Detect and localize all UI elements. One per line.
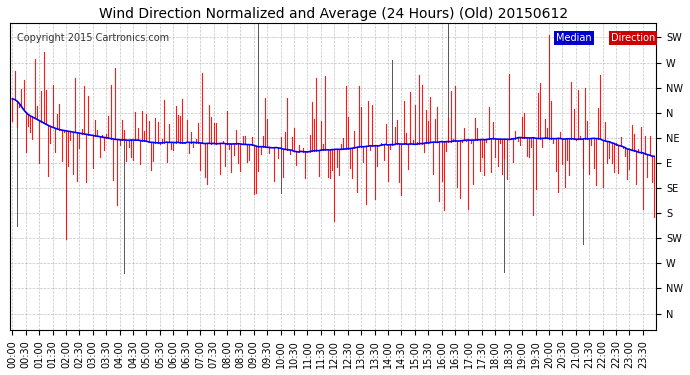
Text: Median: Median [556, 33, 592, 43]
Text: Copyright 2015 Cartronics.com: Copyright 2015 Cartronics.com [17, 33, 168, 43]
Title: Wind Direction Normalized and Average (24 Hours) (Old) 20150612: Wind Direction Normalized and Average (2… [99, 7, 568, 21]
Text: Direction: Direction [611, 33, 656, 43]
